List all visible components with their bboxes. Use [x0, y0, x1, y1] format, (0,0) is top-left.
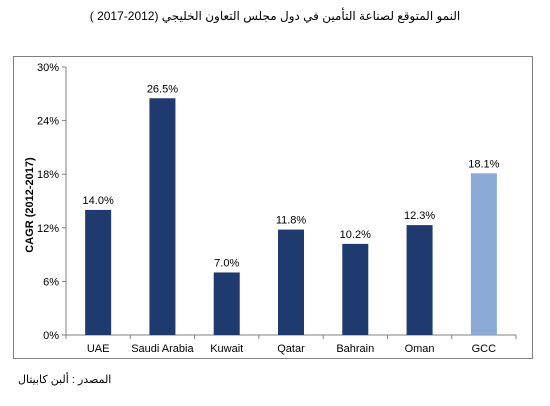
value-label: 18.1% — [468, 158, 499, 170]
bar-gcc — [470, 173, 497, 335]
y-tick-label: 12% — [37, 223, 59, 235]
y-axis-label-group: CAGR (2012-2017) — [24, 157, 36, 253]
bar-kuwait — [213, 272, 240, 335]
category-label: Oman — [405, 343, 435, 355]
bar-qatar — [278, 229, 304, 335]
chart-title: النمو المتوقع لصناعة التأمين في دول مجلس… — [89, 9, 461, 23]
y-tick-label: 6% — [43, 276, 59, 288]
y-tick-label: 30% — [37, 62, 59, 74]
category-label: Qatar — [277, 343, 305, 355]
y-axis: 0% 6% 12% 18% 24% 30% — [37, 62, 67, 342]
value-label: 7.0% — [214, 257, 239, 269]
category-label: GCC — [472, 343, 497, 355]
bar-oman — [406, 225, 433, 335]
bar-saudi-arabia — [149, 98, 176, 336]
y-tick-label: 18% — [37, 169, 59, 181]
bars — [85, 98, 497, 336]
value-label: 10.2% — [340, 229, 371, 241]
x-axis — [65, 334, 517, 339]
category-label: Kuwait — [210, 343, 243, 355]
y-axis-label: CAGR (2012-2017) — [24, 157, 36, 253]
category-labels: UAE Saudi Arabia Kuwait Qatar Bahrain Oman GCC — [87, 343, 496, 355]
value-label: 14.0% — [83, 195, 114, 207]
category-label: Saudi Arabia — [131, 343, 194, 355]
y-tick-label: 24% — [37, 116, 59, 128]
value-labels: 14.0% 26.5% 7.0% 11.8% 10.2% 12.3% 18.1% — [83, 83, 500, 269]
value-label: 11.8% — [276, 215, 307, 227]
bar-uae — [85, 209, 112, 335]
y-tick-label: 0% — [43, 330, 59, 342]
bar-bahrain — [342, 243, 369, 335]
category-label: UAE — [87, 343, 110, 355]
chart-frame — [13, 56, 533, 359]
category-label: Bahrain — [336, 343, 374, 355]
value-label: 12.3% — [404, 210, 435, 222]
source-note: المصدر : ألبن كابيتال — [18, 374, 112, 386]
value-label: 26.5% — [147, 83, 178, 95]
